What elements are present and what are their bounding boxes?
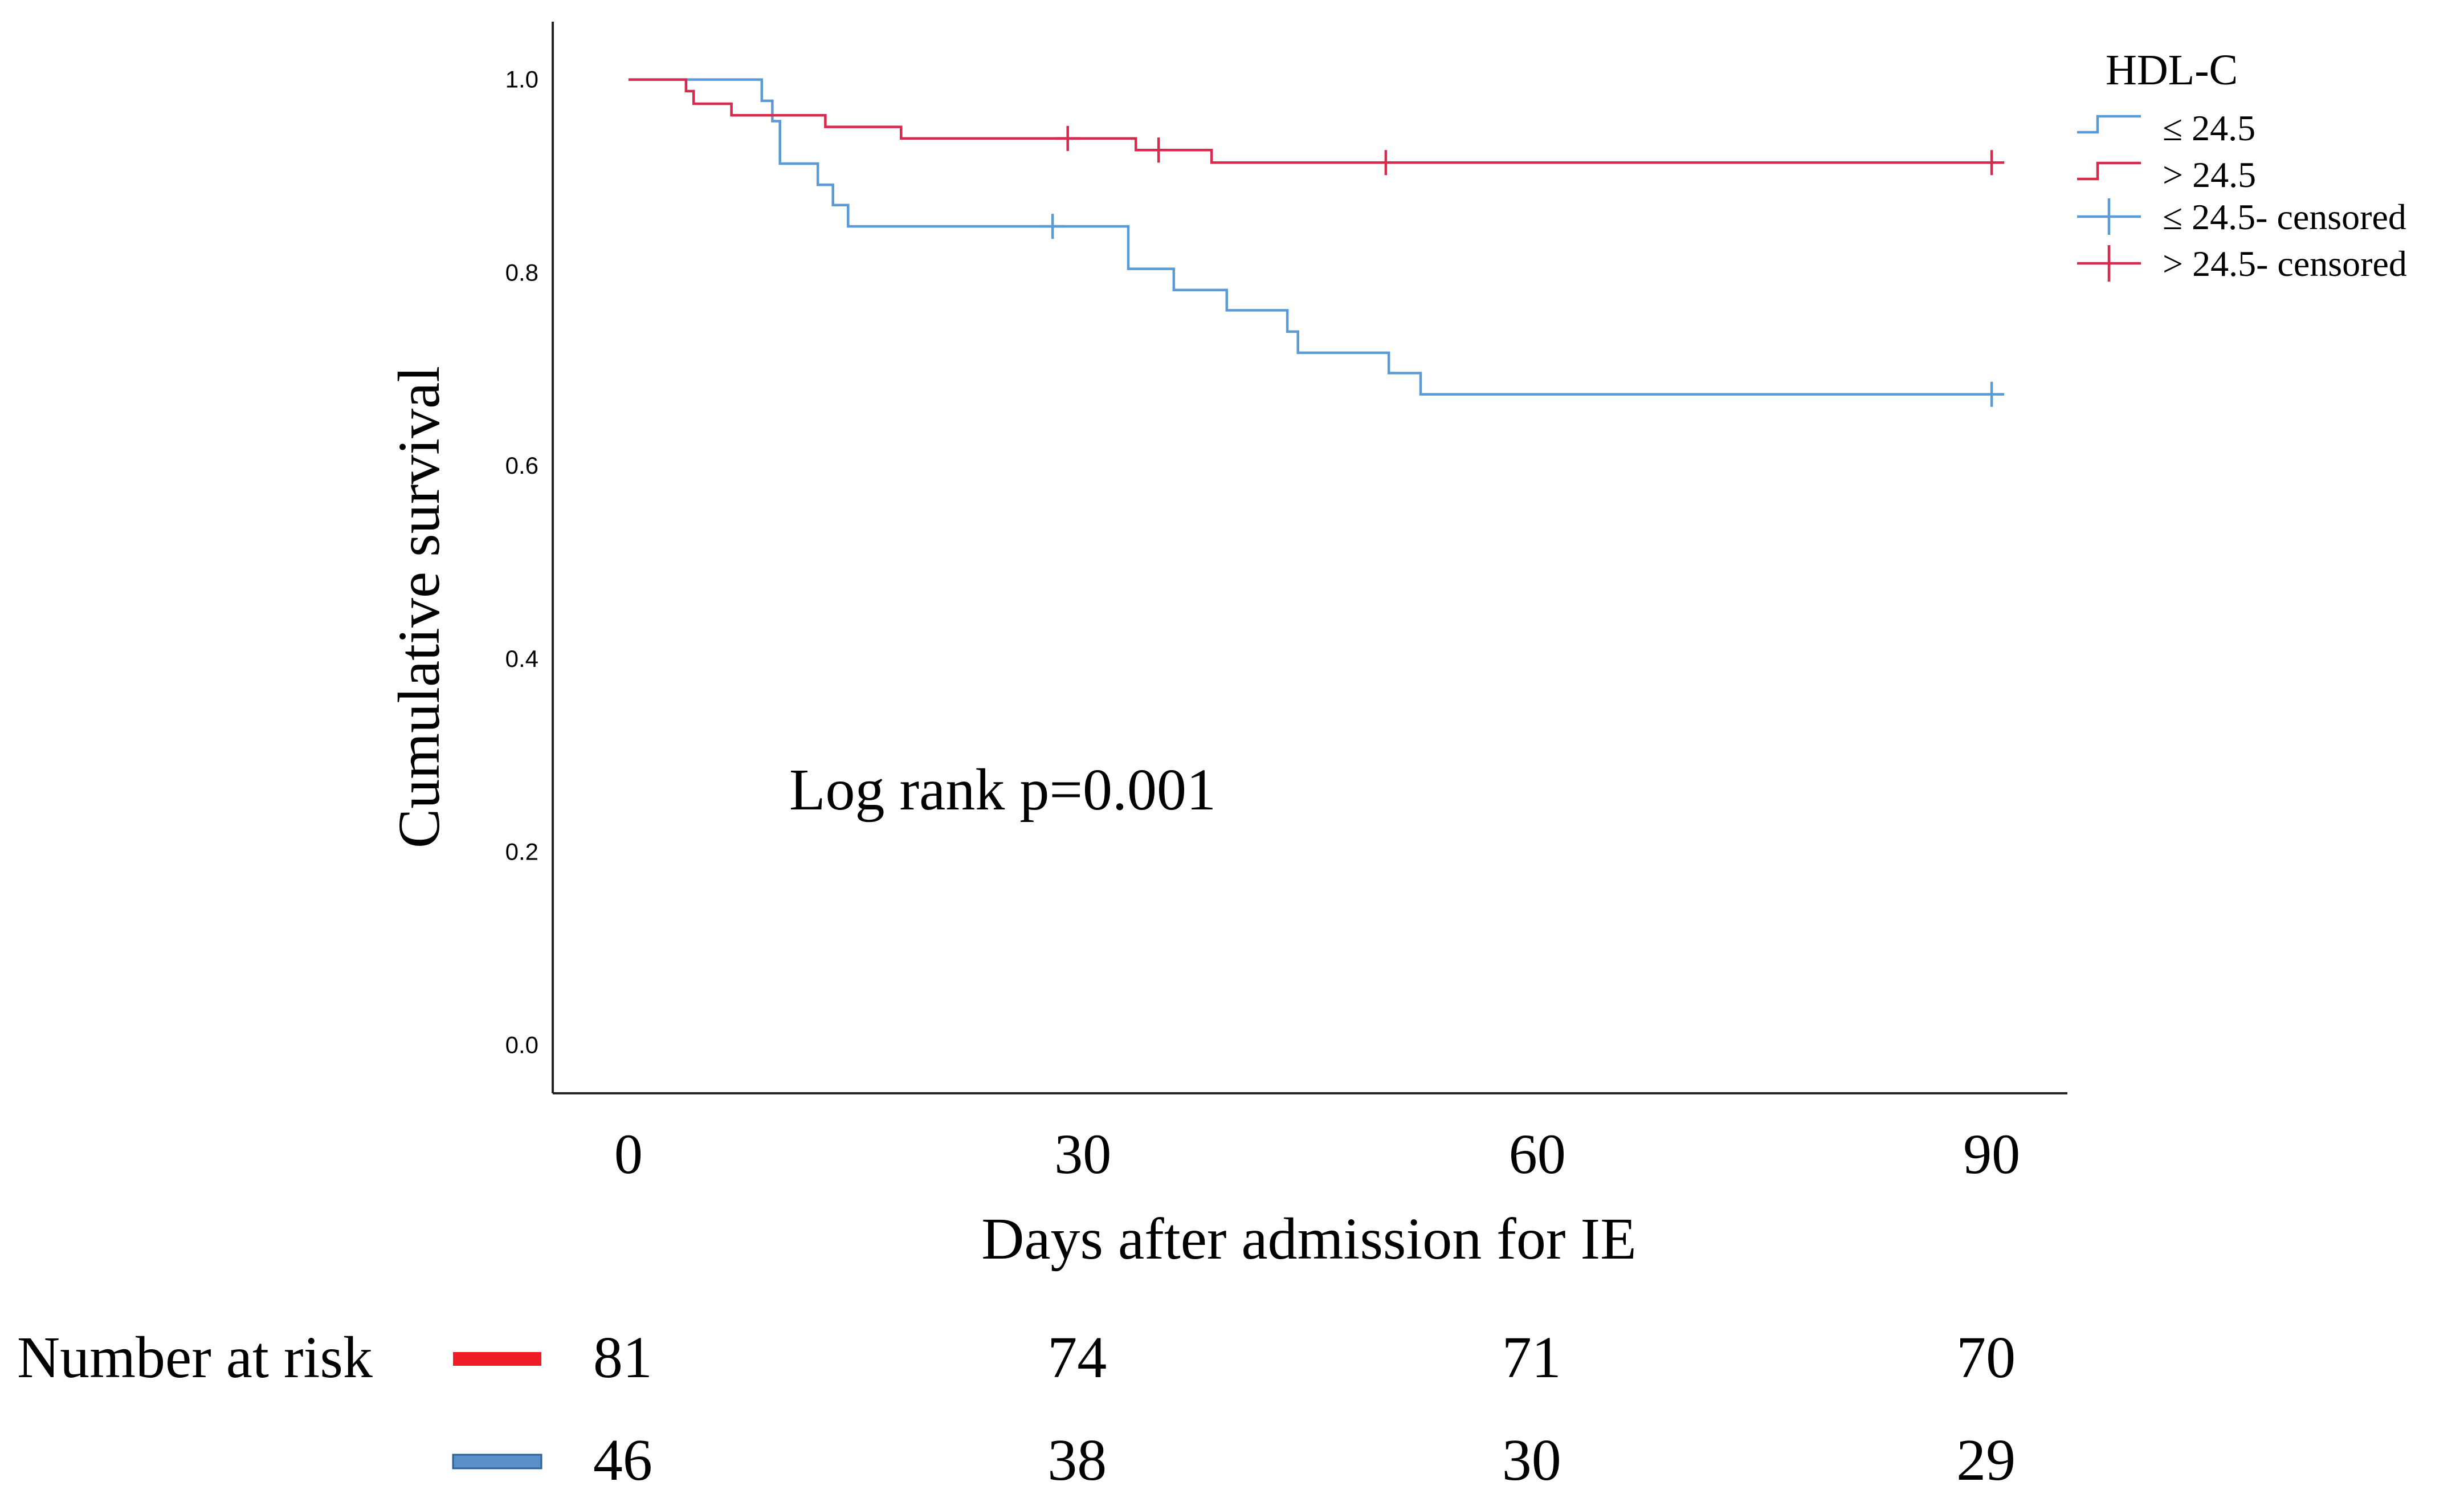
risk-table-count: 29: [1956, 1427, 2016, 1493]
risk-table-count: 74: [1047, 1325, 1107, 1390]
legend-entry: ≤ 24.5: [2163, 108, 2255, 148]
censor-mark: [1979, 150, 2005, 176]
log-rank-annotation: Log rank p=0.001: [789, 757, 1216, 823]
risk-table: Number at risk 81 74 71 70 46 38 30 29: [17, 1325, 2016, 1493]
survival-curve-series: [628, 78, 1992, 164]
y-tick-label: 0.6: [505, 452, 539, 479]
y-tick-label: 0.4: [505, 645, 539, 672]
x-tick-label: 30: [1054, 1122, 1111, 1186]
legend-entry: > 24.5- censored: [2163, 243, 2407, 284]
risk-table-count: 46: [593, 1427, 652, 1493]
risk-table-swatch: [453, 1352, 541, 1366]
risk-table-count: 30: [1502, 1427, 1561, 1493]
risk-table-count: 71: [1502, 1325, 1561, 1390]
legend-entry: > 24.5: [2163, 154, 2256, 195]
y-axis-label: Cumulative survival: [386, 366, 452, 848]
x-tick-label: 0: [614, 1122, 643, 1186]
risk-table-count: 81: [593, 1325, 652, 1390]
legend-entry: ≤ 24.5- censored: [2163, 197, 2406, 237]
axes: [552, 22, 2067, 1094]
x-tick-label: 90: [1963, 1122, 2020, 1186]
legend-censor-swatch: [2077, 245, 2141, 282]
survival-curve-series: [628, 78, 1992, 396]
risk-table-label: Number at risk: [17, 1325, 373, 1390]
censor-mark: [1040, 214, 1066, 239]
legend-censor-swatch: [2077, 198, 2141, 235]
y-tick-label: 0.2: [505, 838, 539, 865]
censor-mark: [1055, 125, 1080, 151]
legend-step-swatch: [2077, 161, 2141, 181]
y-tick-labels: 0.0 0.2 0.4 0.6 0.8 1.0: [505, 66, 539, 1059]
risk-table-count: 38: [1047, 1427, 1107, 1493]
censor-mark: [1373, 150, 1398, 176]
survival-curves: [628, 78, 1992, 396]
legend: HDL-C ≤ 24.5 > 24.5≤ 24.5- censored > 24.5…: [2077, 46, 2407, 284]
y-tick-label: 0.0: [505, 1031, 539, 1058]
x-tick-label: 60: [1509, 1122, 1566, 1186]
censor-mark: [1146, 137, 1172, 163]
y-tick-label: 1.0: [505, 66, 539, 93]
x-axis-label: Days after admission for IE: [981, 1206, 1636, 1272]
y-tick-label: 0.8: [505, 259, 539, 286]
censor-marks: [1040, 125, 2005, 407]
risk-table-swatch: [452, 1454, 542, 1469]
legend-title: HDL-C: [2106, 46, 2238, 94]
x-tick-labels: 0 30 60 90: [614, 1122, 2020, 1186]
censor-mark: [1979, 381, 2005, 407]
legend-step-swatch: [2077, 115, 2141, 134]
risk-table-count: 70: [1956, 1325, 2016, 1390]
